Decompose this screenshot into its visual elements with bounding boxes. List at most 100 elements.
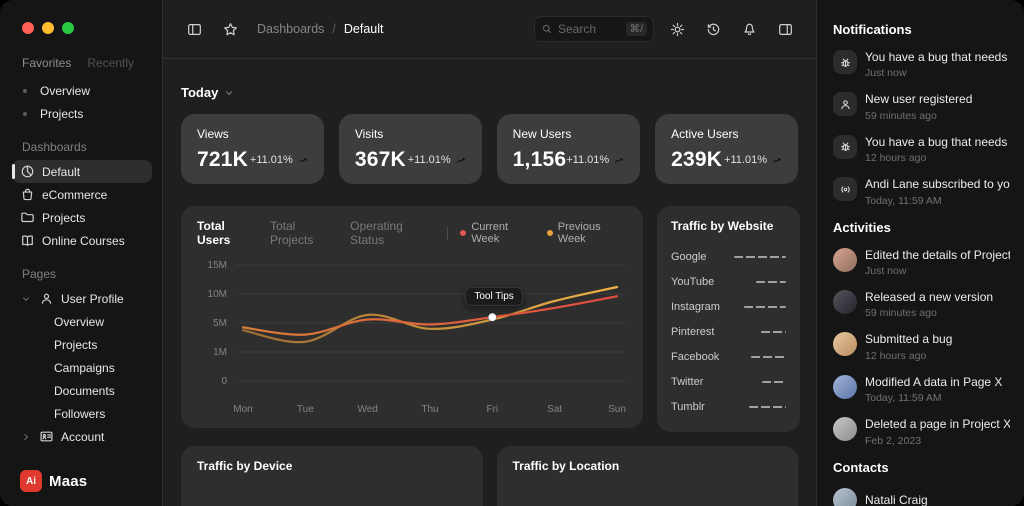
activity-item[interactable]: Released a new version 59 minutes ago: [833, 289, 1010, 319]
activity-item[interactable]: Submitted a bug 12 hours ago: [833, 332, 1010, 362]
search-input[interactable]: [558, 22, 621, 36]
contacts-title: Contacts: [833, 459, 889, 475]
sidebar-item-profile-campaigns[interactable]: Campaigns: [12, 356, 152, 379]
activity-text: Submitted a bug: [865, 332, 953, 347]
notification-item[interactable]: Andi Lane subscribed to you Today, 11:59…: [833, 177, 1010, 207]
toggle-sidebar-button[interactable]: [181, 16, 207, 42]
website-label: Instagram: [671, 300, 720, 313]
tab-total-users[interactable]: Total Users: [197, 219, 231, 247]
sidebar-item-overview[interactable]: Overview: [12, 79, 152, 102]
sidebar-item-account[interactable]: Account: [12, 425, 152, 448]
website-label: Google: [671, 250, 707, 263]
card-title: Traffic by Website: [671, 219, 774, 233]
activity-item[interactable]: Deleted a page in Project X Feb 2, 2023: [833, 417, 1010, 447]
traffic-bar: [762, 380, 786, 383]
toggle-right-panel-button[interactable]: [772, 16, 798, 42]
close-window-button[interactable]: [22, 22, 34, 34]
sidebar-item-user-profile[interactable]: User Profile: [12, 287, 152, 310]
sidebar-item-projects[interactable]: Projects: [12, 102, 152, 125]
search-box: ⌘/: [534, 16, 654, 42]
activity-text: Edited the details of Project X: [865, 247, 1010, 262]
notification-avatar: [833, 177, 857, 202]
notifications-button[interactable]: [736, 16, 762, 42]
notification-item[interactable]: You have a bug that needs t... 12 hours …: [833, 134, 1010, 165]
stat-delta-value: +11.01%: [249, 154, 293, 166]
notification-time: 59 minutes ago: [865, 109, 937, 122]
card-title: Traffic by Location: [512, 459, 620, 473]
sidebar-item-profile-projects[interactable]: Projects: [12, 333, 152, 356]
panel-left-icon: [187, 22, 202, 37]
stat-value: 1,156: [512, 148, 567, 171]
tab-recently[interactable]: Recently: [87, 56, 135, 70]
history-button[interactable]: [700, 16, 726, 42]
stat-label: Active Users: [671, 127, 739, 141]
stat-card-active-users[interactable]: Active Users 239K +11.01%: [655, 114, 798, 184]
avatar: [833, 247, 857, 272]
contact-item[interactable]: Natali Craig: [833, 487, 1010, 506]
stat-delta-value: +11.01%: [724, 154, 767, 166]
activities-title: Activities: [833, 219, 891, 235]
website-row-google[interactable]: Google: [671, 244, 786, 269]
period-selector[interactable]: Today: [181, 85, 235, 100]
sidebar-item-label: Projects: [42, 210, 86, 225]
user-icon: [839, 98, 852, 111]
right-panel: Notifications You have a bug that needs …: [817, 0, 1024, 506]
history-icon: [706, 22, 721, 37]
notification-time: 12 hours ago: [865, 152, 927, 165]
breadcrumb-separator: /: [332, 22, 336, 36]
notification-time: Just now: [865, 67, 907, 80]
website-row-instagram[interactable]: Instagram: [671, 294, 786, 319]
website-row-facebook[interactable]: Facebook: [671, 344, 786, 369]
section-title-pages: Pages: [22, 267, 57, 281]
sidebar-item-projects-dashboard[interactable]: Projects: [12, 206, 152, 229]
notification-text: New user registered: [865, 92, 973, 107]
users-line-chart[interactable]: 0 1M 5M 10M 15M Mon Tue Wed Thu Fri Sat Sun: [197, 253, 627, 418]
stat-card-visits[interactable]: Visits 367K +11.01%: [338, 114, 482, 184]
activity-text: Modified A data in Page X: [865, 374, 1003, 389]
notification-text: You have a bug that needs t...: [865, 50, 1010, 64]
theme-toggle-button[interactable]: [664, 16, 690, 42]
traffic-bar: [755, 280, 786, 283]
tab-total-projects[interactable]: Total Projects: [270, 219, 314, 247]
stat-card-views[interactable]: Views 721K +11.01%: [181, 114, 324, 184]
traffic-by-location-card: Traffic by Location: [496, 446, 798, 506]
sidebar-item-ecommerce[interactable]: eCommerce: [12, 183, 152, 206]
minimize-window-button[interactable]: [42, 22, 54, 34]
legend-dot: [546, 230, 553, 236]
dashboard-content: Today Views 721K +11.01% Visits: [163, 59, 816, 506]
star-icon: [223, 22, 238, 37]
card-title: Traffic by Device: [197, 459, 293, 473]
activity-item[interactable]: Modified A data in Page X Today, 11:59 A…: [833, 374, 1010, 405]
svg-text:5M: 5M: [213, 318, 227, 329]
stat-cards: Views 721K +11.01% Visits 367K +1: [181, 114, 798, 184]
tab-favorites[interactable]: Favorites: [22, 56, 72, 70]
sidebar-item-profile-followers[interactable]: Followers: [12, 402, 152, 425]
sidebar-item-online-courses[interactable]: Online Courses: [12, 229, 152, 252]
chart-plot-area: 0 1M 5M 10M 15M Mon Tue Wed Thu Fri Sat Sun Tool Ti…: [197, 253, 627, 418]
zoom-window-button[interactable]: [62, 22, 74, 34]
website-row-tumblr[interactable]: Tumblr: [671, 394, 786, 419]
avatar: [833, 332, 857, 357]
breadcrumb: Dashboards / Default: [257, 22, 384, 36]
website-row-pinterest[interactable]: Pinterest: [671, 319, 786, 344]
tab-operating-status[interactable]: Operating Status: [350, 219, 403, 247]
stat-card-new-users[interactable]: New Users 1,156 +11.01%: [496, 114, 641, 184]
favorite-page-button[interactable]: [217, 16, 243, 42]
sidebar-item-label: Online Courses: [42, 233, 125, 248]
traffic-bar: [750, 355, 786, 358]
bug-icon: [839, 56, 852, 69]
notification-item[interactable]: You have a bug that needs t... Just now: [833, 50, 1010, 79]
avatar: [833, 487, 857, 506]
sidebar-item-profile-overview[interactable]: Overview: [12, 310, 152, 333]
sidebar-item-profile-documents[interactable]: Documents: [12, 379, 152, 402]
app-logo[interactable]: Ai Maas: [12, 470, 152, 492]
activity-time: Today, 11:59 AM: [865, 392, 942, 405]
sidebar-item-default[interactable]: Default: [12, 160, 152, 183]
notification-item[interactable]: New user registered 59 minutes ago: [833, 92, 1010, 122]
website-row-twitter[interactable]: Twitter: [671, 369, 786, 394]
activity-item[interactable]: Edited the details of Project X Just now: [833, 247, 1010, 277]
chevron-down-icon: [223, 87, 235, 99]
trend-up-icon: [455, 155, 466, 166]
website-row-youtube[interactable]: YouTube: [671, 269, 786, 294]
breadcrumb-section[interactable]: Dashboards: [257, 22, 325, 36]
